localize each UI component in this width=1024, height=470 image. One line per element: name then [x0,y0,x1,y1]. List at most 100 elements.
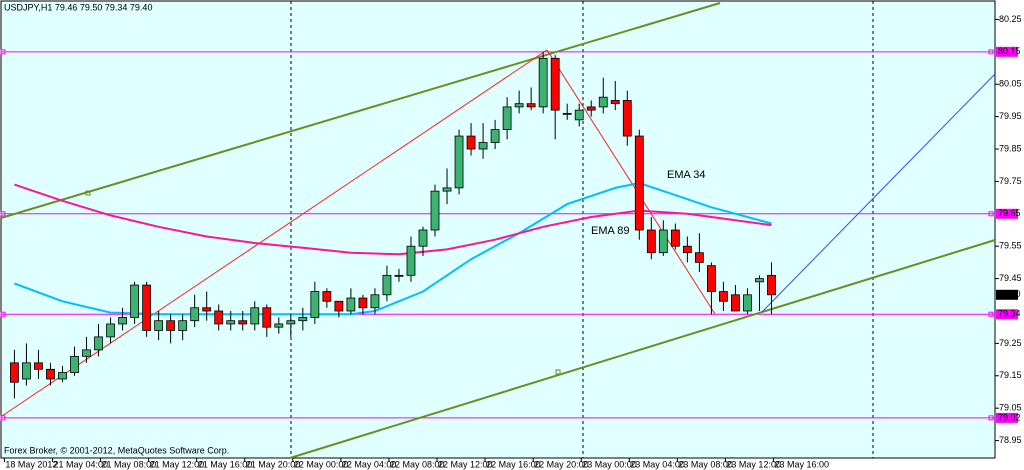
candle-body [454,135,464,189]
anchor [85,190,91,196]
candle-body [154,320,164,331]
footer: Forex Broker, © 2001-2012, MetaQuotes So… [4,445,229,455]
level-anchor [0,49,6,55]
channel-lower [289,239,996,459]
candle-body [274,323,284,328]
anchor [555,369,561,375]
candle-body [106,323,115,338]
x-tick-label: 23 May 04:00 [630,459,685,469]
level-tag-label: 79.34 [998,309,1021,319]
candle-body [70,355,79,373]
candle-body [166,320,176,331]
price-tag-label: 79.40 [998,289,1021,299]
y-tick-label: 79.55 [999,241,1022,251]
candle-body [550,57,560,111]
candle-body [731,294,740,312]
zigzag [1,49,716,417]
ema-label: EMA 89 [591,225,630,237]
candle-body [394,274,404,277]
candle-body [238,320,248,325]
candle-body [502,106,512,130]
level-anchor [988,415,994,421]
candle-body [262,307,272,328]
y-tick-label: 79.45 [999,273,1022,283]
x-tick-label: 21 May 20:00 [246,459,301,469]
level-tag-label: 79.65 [998,208,1021,218]
candle-body [406,245,416,276]
candle-body [214,310,224,325]
candle-body [767,274,776,296]
candle-body [58,372,67,380]
candle-body [719,291,728,302]
candle-body [526,103,536,108]
candle-body [622,100,632,137]
y-tick-label: 79.95 [999,111,1022,121]
candle-body [226,320,236,325]
y-tick-label: 79.25 [999,338,1022,348]
y-tick-label: 79.05 [999,403,1022,413]
x-tick-label: 22 May 00:00 [294,459,349,469]
candle-body [682,245,692,254]
axes: 80.25 80.05 79.95 79.85 79.75 79.55 79.45 79.25… [3,14,1022,469]
x-tick-label: 22 May 12:00 [438,459,493,469]
level-anchor [988,211,994,217]
candle-body [286,320,296,325]
candle-body [514,103,524,108]
x-tick-label: 22 May 08:00 [390,459,445,469]
candle-body [142,284,152,331]
candle-body [586,106,596,111]
level-tag-label: 79.02 [998,412,1021,422]
candle-body [358,297,368,309]
plot-area [0,0,996,459]
x-tick-label: 23 May 12:00 [726,459,781,469]
candles [10,51,776,399]
level-anchor [988,311,994,317]
candle-body [202,307,212,312]
level-anchor [0,211,6,217]
trend-line [761,73,996,313]
candle-body [382,274,392,296]
x-tick-label: 22 May 20:00 [534,459,589,469]
candle-body [130,284,139,318]
x-tick-label: 22 May 16:00 [486,459,541,469]
candle-body [322,291,332,302]
candle-body [34,362,43,370]
candle-body [610,100,620,105]
candle-body [250,307,260,325]
candle-body [598,96,608,108]
candle-body [46,368,55,380]
chart-title: USDJPY,H1 79.46 79.50 79.34 79.40 [4,2,152,12]
candle-body [310,291,320,318]
y-tick-label: 79.15 [999,370,1022,380]
candle-body [430,190,440,231]
levels [0,49,995,421]
candle-body [478,142,488,150]
y-tick-label: 79.75 [999,176,1022,186]
x-tick-label: 21 May 04:00 [53,459,108,469]
candle-body [442,187,452,192]
x-tick-label: 22 May 04:00 [342,459,397,469]
candle-body [574,109,584,121]
candle-body [190,307,200,322]
x-tick-label: 21 May 16:00 [198,459,253,469]
channel-upper [0,2,721,219]
level-tag [996,309,1018,320]
y-tick-label: 80.05 [999,79,1022,89]
x-tick-label: 21 May 12:00 [150,459,205,469]
candle-body [178,320,188,331]
candle-body [658,229,668,254]
level-anchor [988,49,994,55]
candle-body [94,336,103,351]
x-tick-label: 18 May 2012 [5,459,57,469]
y-tick-label: 78.95 [999,435,1022,445]
x-tick-label: 23 May 08:00 [678,459,733,469]
candle-body [370,294,380,309]
candle-body [646,229,656,254]
candle-body [562,112,572,115]
candle-body [755,278,764,283]
y-tick-label: 80.25 [999,14,1022,24]
ema-label: EMA 34 [667,169,706,181]
x-tick-label: 23 May 00:00 [582,459,637,469]
candle-body [538,57,548,108]
